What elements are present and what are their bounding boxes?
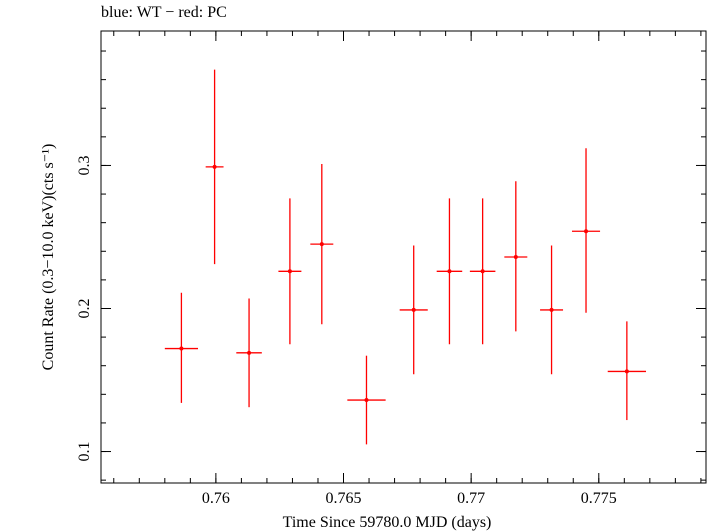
x-tick-label: 0.765 <box>326 490 362 507</box>
data-point <box>436 198 463 345</box>
data-point <box>236 298 262 408</box>
x-tick-label: 0.77 <box>457 490 485 507</box>
data-point <box>310 164 334 325</box>
data-marker <box>212 164 217 169</box>
data-marker <box>364 398 369 403</box>
x-tick-label: 0.775 <box>581 490 617 507</box>
y-tick-label: 0.2 <box>76 298 93 318</box>
data-point <box>504 181 528 332</box>
data-marker <box>179 346 184 351</box>
data-marker <box>411 307 416 312</box>
data-marker <box>584 229 589 234</box>
data-point <box>205 69 224 265</box>
data-marker <box>513 255 518 259</box>
data-marker <box>319 242 324 247</box>
plot-frame <box>100 30 707 484</box>
data-point <box>469 198 496 345</box>
data-marker <box>549 307 554 312</box>
y-tick-label: 0.3 <box>76 155 93 175</box>
x-tick-label: 0.76 <box>202 490 230 507</box>
data-point <box>399 245 428 375</box>
data-marker <box>480 269 485 274</box>
data-marker <box>624 369 629 374</box>
data-marker <box>287 269 292 274</box>
axis-ticks: 0.76 0.765 0.77 0.775 0.1 0.2 0.3 <box>76 31 706 507</box>
data-point <box>278 198 302 345</box>
data-point <box>347 355 386 445</box>
data-points <box>164 69 647 445</box>
x-axis-label: Time Since 59780.0 MJD (days) <box>283 514 492 531</box>
data-point <box>164 292 199 403</box>
data-marker <box>247 350 252 355</box>
y-tick-label: 0.1 <box>76 442 93 462</box>
data-point <box>571 148 601 313</box>
data-point <box>540 245 564 375</box>
chart-title: blue: WT − red: PC <box>101 4 227 21</box>
data-point <box>607 321 647 421</box>
data-marker <box>447 269 452 274</box>
y-axis-label: Count Rate (0.3−10.0 keV)(cts s⁻¹) <box>40 144 57 371</box>
